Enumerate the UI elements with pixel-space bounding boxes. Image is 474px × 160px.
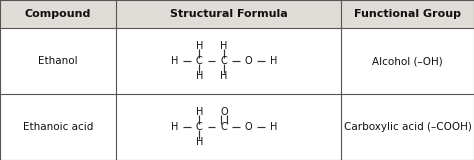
Text: H: H (220, 41, 228, 51)
Text: C: C (220, 56, 228, 66)
Text: C: C (196, 122, 203, 132)
Text: Functional Group: Functional Group (354, 9, 461, 19)
Text: H: H (171, 56, 178, 66)
Text: H: H (196, 107, 203, 117)
Text: C: C (196, 56, 203, 66)
Bar (0, 0, 474, 28)
Text: H: H (196, 71, 203, 81)
Text: O: O (220, 107, 228, 117)
Text: H: H (220, 71, 228, 81)
Text: C: C (220, 122, 228, 132)
Text: H: H (171, 122, 178, 132)
Text: O: O (245, 56, 253, 66)
Text: Ethanoic acid: Ethanoic acid (23, 122, 93, 132)
Text: H: H (270, 122, 277, 132)
Text: Compound: Compound (25, 9, 91, 19)
Text: Carboxylic acid (–COOH): Carboxylic acid (–COOH) (344, 122, 472, 132)
Text: H: H (270, 56, 277, 66)
Text: H: H (196, 41, 203, 51)
Text: H: H (196, 137, 203, 147)
Text: Alcohol (–OH): Alcohol (–OH) (372, 56, 443, 66)
Text: Ethanol: Ethanol (38, 56, 78, 66)
Text: Structural Formula: Structural Formula (170, 9, 288, 19)
Text: O: O (245, 122, 253, 132)
